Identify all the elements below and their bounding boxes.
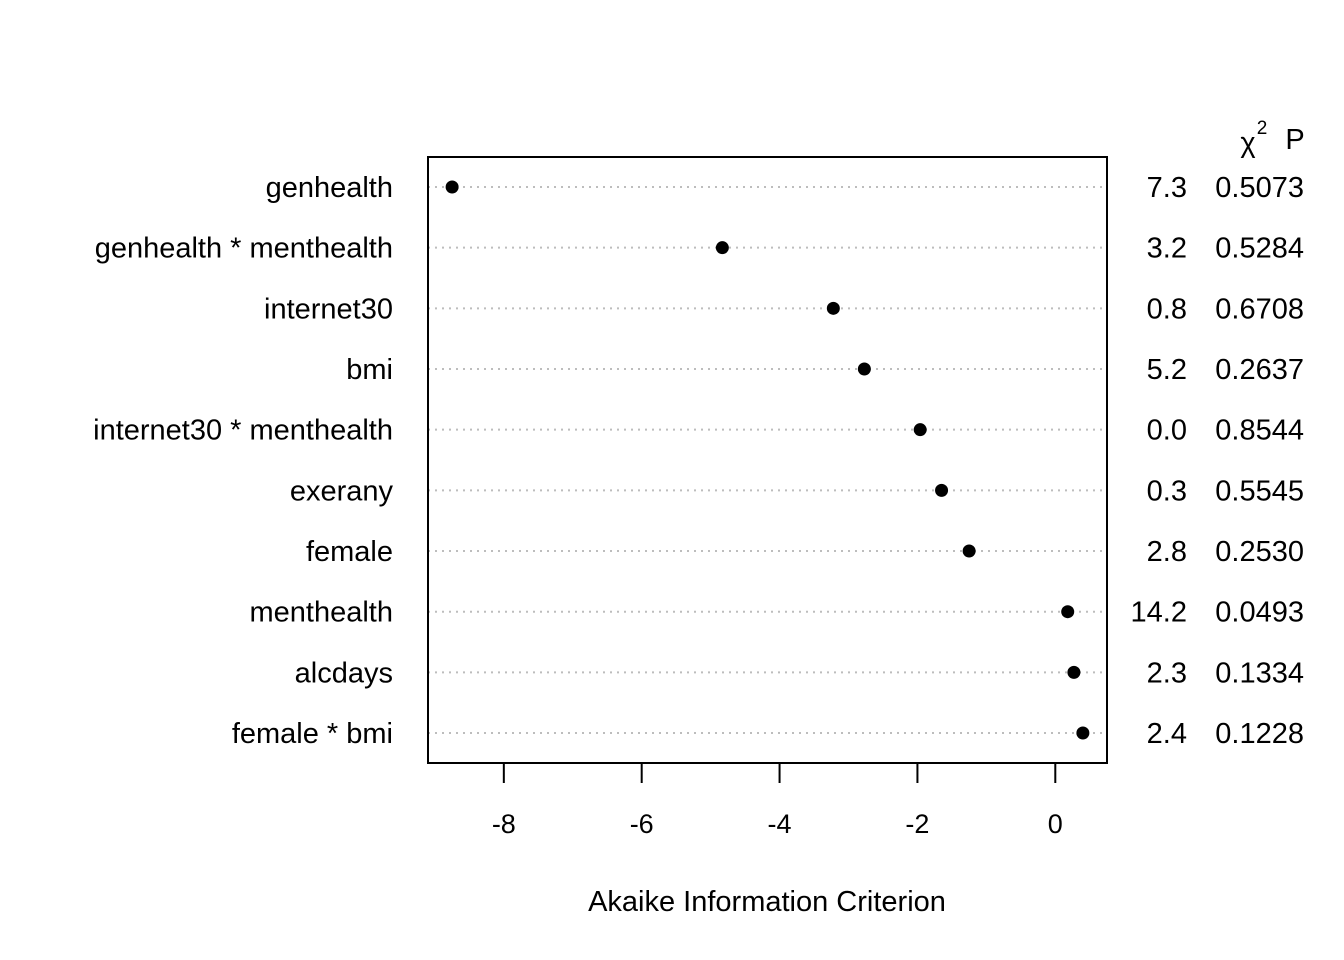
data-point: [826, 301, 840, 315]
row-label: alcdays: [295, 657, 393, 689]
row-label: internet30: [264, 293, 393, 325]
row-label: female: [306, 536, 393, 568]
row-labels: genhealth genhealth * menthealth internet3…: [93, 172, 393, 750]
data-point: [935, 483, 949, 497]
p-value: 0.1228: [1215, 718, 1304, 750]
row-label: internet30 * menthealth: [93, 415, 393, 447]
data-point: [445, 180, 459, 194]
stats-table: χ 2 P 7.3 0.5073 3.2 0.5284 0.8 0.6708 5.2 0.26…: [1131, 118, 1305, 750]
data-point: [857, 362, 871, 376]
p-value: 0.5284: [1215, 233, 1304, 265]
data-point: [715, 241, 729, 255]
chisq-value: 2.3: [1147, 657, 1187, 689]
chisq-value: 7.3: [1147, 172, 1187, 204]
x-tick-label: 0: [1048, 809, 1063, 839]
chisq-header-superscript: 2: [1257, 118, 1268, 139]
chisq-value: 14.2: [1131, 597, 1187, 629]
row-label: genhealth * menthealth: [95, 233, 393, 265]
p-value: 0.2637: [1215, 354, 1304, 386]
chisq-value: 0.8: [1147, 293, 1187, 325]
data-point: [962, 544, 976, 558]
x-tick-label: -8: [492, 809, 516, 839]
row-label: bmi: [346, 354, 393, 386]
p-value: 0.6708: [1215, 293, 1304, 325]
x-tick-label: -6: [630, 809, 654, 839]
row-label: menthealth: [250, 597, 394, 629]
row-label: exerany: [290, 475, 394, 507]
chisq-header: χ: [1240, 127, 1255, 159]
chisq-value: 0.3: [1147, 475, 1187, 507]
x-axis: -8 -6 -4 -2 0: [492, 762, 1063, 839]
p-value: 0.5073: [1215, 172, 1304, 204]
grid-lines: [428, 186, 1107, 735]
data-point: [1061, 605, 1075, 619]
data-point: [1067, 665, 1081, 679]
p-value: 0.0493: [1215, 597, 1304, 629]
x-tick-label: -4: [768, 809, 792, 839]
chisq-value: 0.0: [1147, 415, 1187, 447]
row-label: genhealth: [266, 172, 393, 204]
x-tick-label: -2: [905, 809, 929, 839]
chisq-value: 2.4: [1147, 718, 1187, 750]
chisq-value: 5.2: [1147, 354, 1187, 386]
chisq-value: 2.8: [1147, 536, 1187, 568]
plot-frame: [427, 156, 1108, 764]
p-value: 0.1334: [1215, 657, 1304, 689]
p-value: 0.2530: [1215, 536, 1304, 568]
p-value: 0.5545: [1215, 475, 1304, 507]
p-header: P: [1285, 124, 1304, 156]
data-point: [913, 423, 927, 437]
chisq-value: 3.2: [1147, 233, 1187, 265]
p-value: 0.8544: [1215, 415, 1304, 447]
data-points: [445, 180, 1090, 740]
x-axis-title: Akaike Information Criterion: [588, 886, 946, 918]
row-label: female * bmi: [232, 718, 393, 750]
data-point: [1076, 726, 1090, 740]
